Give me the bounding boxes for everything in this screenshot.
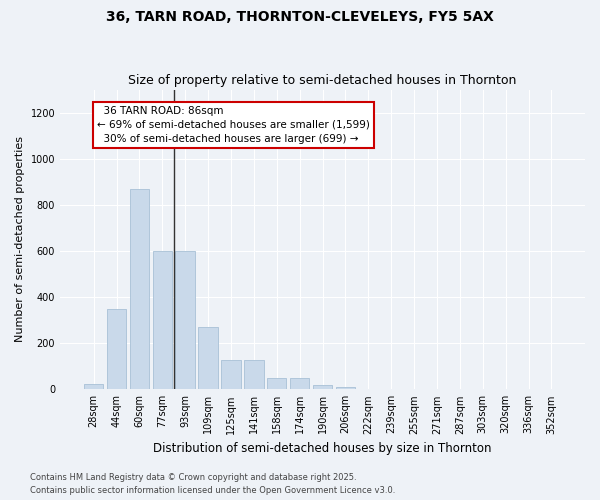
Bar — [290, 378, 310, 390]
Bar — [130, 188, 149, 390]
Bar — [175, 251, 195, 390]
Title: Size of property relative to semi-detached houses in Thornton: Size of property relative to semi-detach… — [128, 74, 517, 87]
Y-axis label: Number of semi-detached properties: Number of semi-detached properties — [15, 136, 25, 342]
Bar — [84, 384, 103, 390]
X-axis label: Distribution of semi-detached houses by size in Thornton: Distribution of semi-detached houses by … — [153, 442, 492, 455]
Text: Contains HM Land Registry data © Crown copyright and database right 2025.
Contai: Contains HM Land Registry data © Crown c… — [30, 474, 395, 495]
Bar — [335, 387, 355, 390]
Bar — [107, 308, 126, 390]
Bar — [267, 378, 286, 390]
Bar — [152, 251, 172, 390]
Bar — [313, 384, 332, 390]
Text: 36, TARN ROAD, THORNTON-CLEVELEYS, FY5 5AX: 36, TARN ROAD, THORNTON-CLEVELEYS, FY5 5… — [106, 10, 494, 24]
Bar — [199, 327, 218, 390]
Bar — [244, 360, 263, 390]
Text: 36 TARN ROAD: 86sqm
← 69% of semi-detached houses are smaller (1,599)
  30% of s: 36 TARN ROAD: 86sqm ← 69% of semi-detach… — [97, 106, 370, 144]
Bar — [221, 360, 241, 390]
